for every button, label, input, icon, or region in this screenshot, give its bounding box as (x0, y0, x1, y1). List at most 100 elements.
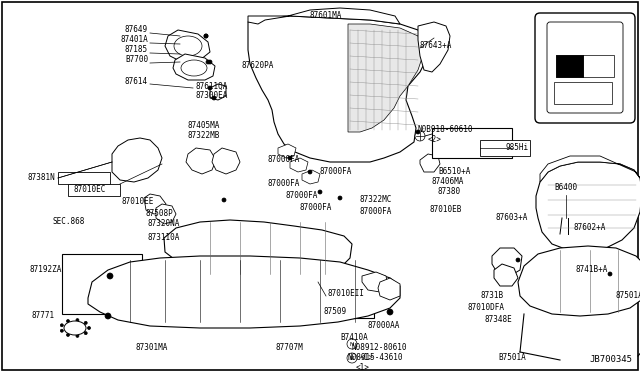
Text: 87501AA: 87501AA (616, 292, 640, 301)
Polygon shape (248, 16, 428, 162)
Text: 87301MA: 87301MA (135, 343, 168, 353)
Text: N08915-43610: N08915-43610 (348, 353, 403, 362)
Text: B7501A: B7501A (499, 353, 526, 362)
Text: N: N (350, 356, 354, 360)
Polygon shape (112, 138, 162, 182)
Polygon shape (536, 162, 640, 252)
Polygon shape (492, 248, 522, 276)
Polygon shape (494, 264, 518, 286)
Polygon shape (156, 204, 176, 224)
Polygon shape (212, 148, 240, 174)
Ellipse shape (222, 198, 226, 202)
Polygon shape (144, 194, 166, 214)
Text: 87000FA: 87000FA (268, 155, 300, 164)
Ellipse shape (347, 339, 357, 349)
Polygon shape (302, 170, 320, 184)
Polygon shape (362, 272, 388, 292)
Text: 87000FA: 87000FA (300, 203, 332, 212)
Text: 873110A: 873110A (148, 234, 180, 243)
Text: 87509: 87509 (324, 308, 347, 317)
Bar (556, 55, 614, 77)
Text: 87185: 87185 (125, 45, 148, 55)
Text: 8731B: 8731B (481, 292, 504, 301)
Ellipse shape (64, 321, 86, 335)
Text: 87380: 87380 (438, 187, 461, 196)
Ellipse shape (416, 130, 420, 134)
Bar (480, 140, 530, 156)
Text: 985Hi: 985Hi (506, 144, 529, 153)
Text: 87010EB: 87010EB (430, 205, 462, 215)
Text: 87322MB: 87322MB (188, 131, 220, 141)
Polygon shape (165, 30, 210, 62)
Bar (432, 128, 512, 158)
Text: 87381N: 87381N (28, 173, 55, 183)
Text: 87405MA: 87405MA (188, 122, 220, 131)
Text: 87348E: 87348E (484, 315, 512, 324)
Ellipse shape (67, 320, 70, 323)
Polygon shape (186, 148, 216, 174)
Polygon shape (88, 256, 400, 328)
Polygon shape (164, 220, 352, 276)
Text: 87601MA: 87601MA (310, 12, 342, 20)
Text: <1>: <1> (360, 353, 374, 362)
Ellipse shape (84, 321, 87, 324)
Ellipse shape (206, 60, 210, 64)
Text: 87320NA: 87320NA (148, 219, 180, 228)
Ellipse shape (387, 279, 393, 285)
Bar (316, 278, 374, 318)
Polygon shape (378, 278, 400, 300)
Ellipse shape (204, 34, 208, 38)
Text: 87614: 87614 (125, 77, 148, 87)
Text: N0B918-60610: N0B918-60610 (418, 125, 474, 135)
Bar (554, 82, 612, 104)
Ellipse shape (560, 232, 564, 236)
Text: B7410A: B7410A (340, 334, 368, 343)
Ellipse shape (105, 313, 111, 319)
Ellipse shape (208, 86, 212, 90)
Ellipse shape (107, 273, 113, 279)
FancyBboxPatch shape (535, 13, 635, 123)
Text: N08912-80610: N08912-80610 (352, 343, 408, 353)
Text: 87010EE: 87010EE (122, 198, 154, 206)
Ellipse shape (174, 36, 202, 56)
Text: 87611QA: 87611QA (195, 81, 227, 90)
Text: 87602+A: 87602+A (574, 224, 606, 232)
Polygon shape (248, 8, 400, 24)
Text: 87000FA: 87000FA (268, 180, 300, 189)
Ellipse shape (204, 34, 208, 38)
Text: 87771: 87771 (32, 311, 55, 321)
Text: 87000FA: 87000FA (320, 167, 353, 176)
Polygon shape (540, 156, 640, 182)
Ellipse shape (208, 60, 212, 64)
Text: 87620PA: 87620PA (242, 61, 275, 71)
Text: 87707M: 87707M (275, 343, 303, 353)
Ellipse shape (415, 131, 425, 141)
Text: 8741B+A: 8741B+A (576, 266, 609, 275)
Text: SEC.868: SEC.868 (52, 218, 85, 227)
FancyBboxPatch shape (547, 22, 623, 113)
Text: B6510+A: B6510+A (438, 167, 470, 176)
Text: B7700: B7700 (125, 55, 148, 64)
Polygon shape (418, 22, 450, 72)
Ellipse shape (212, 96, 216, 100)
Ellipse shape (308, 170, 312, 174)
Text: 87000FA: 87000FA (360, 208, 392, 217)
Text: JB700345: JB700345 (589, 355, 632, 364)
Text: 87000AA: 87000AA (368, 321, 401, 330)
Ellipse shape (84, 332, 87, 335)
Polygon shape (518, 246, 640, 316)
Text: 87643+A: 87643+A (420, 42, 452, 51)
Ellipse shape (67, 333, 70, 336)
Ellipse shape (566, 232, 570, 236)
Polygon shape (420, 154, 440, 172)
Ellipse shape (549, 198, 583, 218)
Text: <1>: <1> (356, 363, 370, 372)
Text: 87322MC: 87322MC (360, 196, 392, 205)
Ellipse shape (318, 190, 322, 194)
Polygon shape (290, 158, 308, 172)
Bar (58, 172, 110, 184)
Text: N: N (350, 341, 354, 346)
Text: 87000FA: 87000FA (285, 192, 317, 201)
Text: 87010DFA: 87010DFA (467, 304, 504, 312)
Ellipse shape (60, 324, 63, 327)
